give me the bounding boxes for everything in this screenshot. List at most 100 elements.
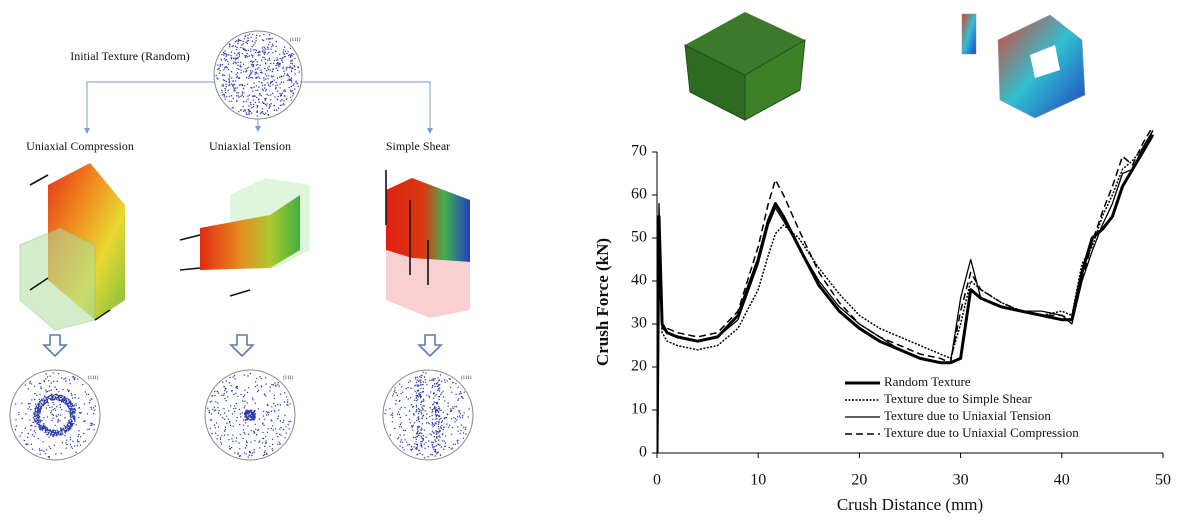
pole-dot: [435, 422, 436, 423]
pole-dot: [298, 86, 299, 87]
pole-dot: [252, 34, 253, 35]
pole-dot: [225, 388, 226, 389]
pole-dot: [247, 375, 248, 376]
pole-dot: [15, 419, 16, 420]
pole-dot: [414, 422, 415, 423]
pole-dot: [416, 420, 417, 421]
pole-dot: [431, 442, 432, 443]
pole-dot: [290, 90, 291, 91]
pole-dot: [248, 67, 249, 68]
pole-dot: [230, 55, 231, 56]
pole-dot: [437, 377, 438, 378]
pole-dot: [397, 413, 398, 414]
pole-dot: [252, 56, 253, 57]
pole-dot: [423, 381, 424, 382]
pole-dot: [255, 403, 256, 404]
pole-dot: [253, 411, 254, 412]
pole-dot: [436, 436, 437, 437]
pole-dot: [65, 426, 66, 427]
pole-dot: [265, 59, 266, 60]
pole-dot: [260, 113, 261, 114]
pole-dot: [240, 434, 241, 435]
pole-dot: [263, 415, 264, 416]
pole-dot: [64, 417, 65, 418]
pole-dot: [426, 384, 427, 385]
pole-dot: [299, 71, 300, 72]
pole-dot: [253, 419, 254, 420]
pole-dot: [215, 433, 216, 434]
pole-dot: [248, 113, 249, 114]
pole-dot: [460, 430, 461, 431]
pole-dot: [216, 438, 217, 439]
pole-dot: [51, 396, 52, 397]
y-axis-label: Crush Force (kN): [593, 238, 612, 366]
pole-dot: [257, 385, 258, 386]
pole-dot: [414, 446, 415, 447]
pole-dot: [441, 427, 442, 428]
branch-label: Uniaxial Compression: [26, 139, 134, 153]
pole-dot: [294, 58, 295, 59]
pole-dot: [270, 99, 271, 100]
pole-dot: [47, 400, 48, 401]
pole-dot: [225, 90, 226, 91]
pole-dot: [61, 397, 62, 398]
pole-dot: [263, 425, 264, 426]
pole-dot: [283, 75, 284, 76]
pole-dot: [55, 433, 56, 434]
pole-dot: [277, 85, 278, 86]
pole-dot: [460, 393, 461, 394]
pole-dot: [216, 75, 217, 76]
pole-dot: [250, 48, 251, 49]
pole-dot: [226, 59, 227, 60]
pole-dot: [229, 74, 230, 75]
pole-dot: [216, 422, 217, 423]
y-tick-label: 10: [631, 401, 647, 418]
pole-dot: [48, 380, 49, 381]
pole-dot: [244, 433, 245, 434]
pole-dot: [76, 424, 77, 425]
pole-dot: [279, 87, 280, 88]
pole-dot: [242, 400, 243, 401]
pole-dot: [281, 58, 282, 59]
pole-dot: [62, 442, 63, 443]
pole-dot: [275, 385, 276, 386]
pole-dot: [438, 439, 439, 440]
pole-dot: [247, 43, 248, 44]
pole-dot: [428, 446, 429, 447]
pole-dot: [220, 442, 221, 443]
pole-dot: [286, 67, 287, 68]
pole-dot: [244, 405, 245, 406]
pole-dot: [252, 70, 253, 71]
pole-dot: [246, 42, 247, 43]
pole-dot: [239, 56, 240, 57]
pole-dot: [263, 90, 264, 91]
pole-dot: [250, 442, 251, 443]
pole-dot: [236, 40, 237, 41]
pole-dot: [46, 432, 47, 433]
pole-dot: [36, 395, 37, 396]
pole-dot: [410, 388, 411, 389]
pole-dot: [253, 451, 254, 452]
pole-dot: [221, 395, 222, 396]
pole-dot: [51, 399, 52, 400]
pole-dot: [257, 68, 258, 69]
pole-dot: [66, 427, 67, 428]
pole-dot: [41, 398, 42, 399]
pole-dot: [242, 412, 243, 413]
pole-dot: [240, 84, 241, 85]
pole-dot: [457, 440, 458, 441]
pole-dot: [74, 409, 75, 410]
pole-dot: [87, 429, 88, 430]
pole-dot: [422, 409, 423, 410]
pole-dot: [34, 436, 35, 437]
pole-dot: [256, 434, 257, 435]
pole-dot: [230, 385, 231, 386]
pole-dot: [263, 103, 264, 104]
pole-dot: [225, 429, 226, 430]
pole-dot: [432, 411, 433, 412]
pole-dot: [74, 421, 75, 422]
pole-dot: [454, 406, 455, 407]
pole-dot: [421, 375, 422, 376]
pole-dot: [267, 404, 268, 405]
page: {"diagram": {"initial_label": "Initial T…: [0, 0, 1179, 523]
